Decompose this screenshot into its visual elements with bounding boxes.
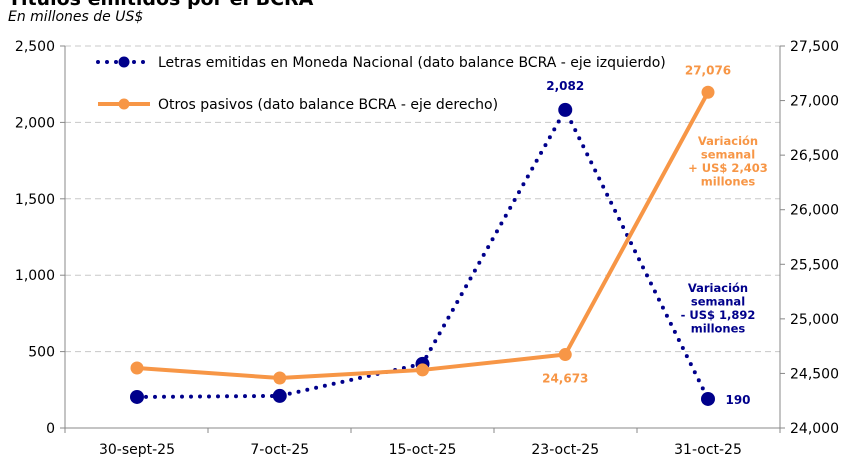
right-tick-label: 27,500	[790, 39, 839, 55]
annotation-text: semanal	[691, 295, 745, 309]
left-tick-label: 1,000	[15, 268, 55, 284]
data-point	[558, 348, 572, 362]
left-tick-label: 2,500	[15, 39, 55, 55]
right-tick-label: 25,000	[790, 312, 839, 328]
annotation-text: Variación	[698, 134, 758, 148]
legend-point-otros-pasivos	[118, 98, 130, 110]
x-tick-label: 7-oct-25	[250, 442, 309, 458]
right-tick-label: 27,000	[790, 94, 839, 110]
annotation-text: - US$ 1,892	[681, 308, 756, 322]
legend-label-otros-pasivos: Otros pasivos (dato balance BCRA - eje d…	[158, 97, 498, 113]
right-tick-label: 26,500	[790, 148, 839, 164]
left-tick-label: 2,000	[15, 115, 55, 131]
x-tick-label: 23-oct-25	[531, 442, 599, 458]
data-point	[273, 371, 287, 385]
right-tick-label: 25,500	[790, 257, 839, 273]
legend-label-letras: Letras emitidas en Moneda Nacional (dato…	[158, 55, 666, 71]
x-tick-label: 30-sept-25	[99, 442, 175, 458]
chart-title: Títulos emitidos por el BCRA	[8, 0, 313, 10]
right-tick-label: 24,500	[790, 366, 839, 382]
annotation-text: semanal	[701, 148, 755, 162]
data-point	[701, 391, 715, 406]
data-label: 190	[725, 393, 750, 407]
left-tick-label: 500	[28, 345, 55, 361]
data-point	[701, 85, 715, 99]
left-tick-label: 0	[46, 421, 55, 437]
data-point	[416, 363, 429, 377]
series-line-otros-pasivos	[136, 91, 710, 381]
data-point	[130, 361, 144, 375]
legend-point-letras	[118, 56, 130, 68]
annotation-text: millones	[691, 322, 746, 336]
chart-subtitle: En millones de US$	[8, 9, 144, 25]
x-tick-label: 31-oct-25	[674, 442, 742, 458]
annotation-text: Variación	[688, 281, 748, 295]
data-point	[130, 389, 144, 404]
right-tick-label: 26,000	[790, 203, 839, 219]
data-label: 2,082	[546, 79, 584, 93]
data-point	[558, 102, 573, 117]
annotation-text: millones	[701, 175, 756, 189]
data-label: 27,076	[685, 63, 731, 77]
x-tick-label: 15-oct-25	[389, 442, 457, 458]
annotation-text: + US$ 2,403	[688, 161, 768, 175]
data-label: 24,673	[542, 372, 588, 386]
left-tick-label: 1,500	[15, 192, 55, 208]
data-point	[272, 388, 287, 403]
series-line-letras	[135, 105, 710, 401]
right-tick-label: 24,000	[790, 421, 839, 437]
